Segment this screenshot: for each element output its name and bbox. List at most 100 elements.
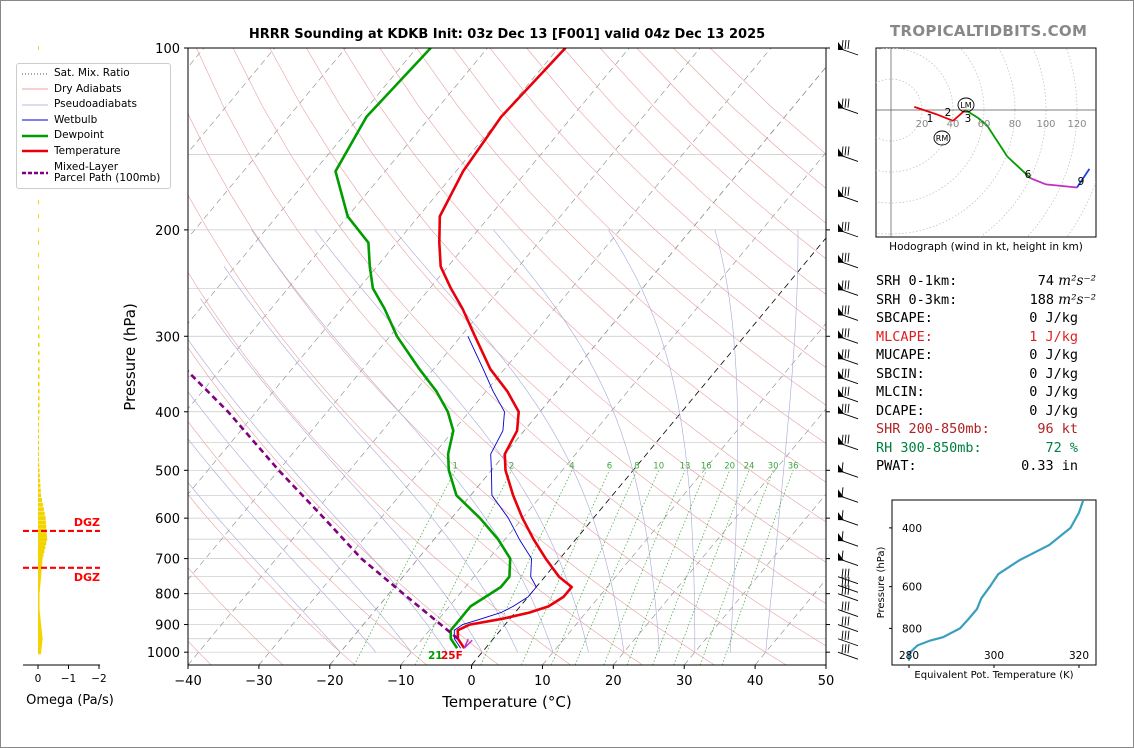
mix-ratio-label: 6 <box>607 461 612 471</box>
omega-bar <box>38 483 41 488</box>
hodograph-ring-label: 120 <box>1067 119 1086 130</box>
index-row: PWAT: 0.33 in <box>876 457 1096 476</box>
dry-adiabat <box>196 48 787 665</box>
omega-bar <box>38 351 40 356</box>
isotherm-line <box>542 322 826 665</box>
omega-bar <box>38 416 40 421</box>
index-row: DCAPE: 0 J/kg <box>876 402 1096 421</box>
legend-item: Mixed-Layer Parcel Path (100mb) <box>17 159 170 186</box>
wind-barb-flag <box>838 436 844 445</box>
isotherm-line <box>188 48 630 581</box>
index-row: SHR 200-850mb: 96 kt <box>876 420 1096 439</box>
moist-adiabat <box>765 229 799 653</box>
index-row: MUCAPE: 0 J/kg <box>876 346 1096 365</box>
wind-barb-tick <box>841 630 844 640</box>
omega-bar <box>38 316 39 321</box>
omega-bar <box>38 473 40 478</box>
hodograph-segment <box>937 113 954 122</box>
omega-bar <box>38 498 42 503</box>
legend-label: Temperature <box>54 144 121 157</box>
legend-swatch <box>22 119 48 121</box>
mix-ratio-label: 30 <box>768 461 779 471</box>
hodograph-ring-label: 80 <box>1009 119 1022 130</box>
omega-bar <box>38 541 47 546</box>
wind-barb-tick <box>841 39 844 50</box>
theta-y-tick-label: 600 <box>902 582 922 594</box>
wind-barb-tick <box>847 221 850 231</box>
omega-bar <box>38 493 42 498</box>
omega-bar <box>38 552 44 557</box>
y-tick-label: 700 <box>155 553 180 568</box>
wind-barb-tick <box>847 328 850 338</box>
wind-barb-tick <box>844 616 847 626</box>
wind-barb-tick <box>844 568 847 578</box>
omega-bar <box>38 382 40 387</box>
mix-ratio-line <box>603 470 686 665</box>
mix-ratio-line <box>626 470 707 665</box>
mix-ratio-line <box>550 470 638 665</box>
omega-bar <box>38 574 42 579</box>
omega-bar <box>38 227 39 232</box>
omega-bar <box>38 422 39 427</box>
dry-adiabat <box>526 48 826 332</box>
omega-bar <box>38 567 42 572</box>
dry-adiabat <box>188 567 284 665</box>
hodograph-frame <box>875 47 1097 238</box>
index-label: RH 300-850mb: <box>876 439 982 456</box>
wind-barb-flag <box>838 489 844 498</box>
omega-bar <box>38 628 42 633</box>
dry-adiabat <box>379 48 826 483</box>
omega-tick-label: −2 <box>91 673 106 685</box>
wind-barb-tick <box>847 39 850 50</box>
omega-bar <box>38 342 40 347</box>
dry-adiabat <box>188 194 643 665</box>
mix-ratio-label: 2 <box>509 461 514 471</box>
index-value: 96 kt <box>1037 420 1096 439</box>
moist-adiabat <box>188 438 377 653</box>
x-tick-label: −40 <box>174 674 201 689</box>
wind-barb-tick <box>844 252 847 262</box>
mix-ratio-label: 24 <box>744 461 755 471</box>
index-value: 0 J/kg <box>1029 346 1096 365</box>
legend-item: Temperature <box>17 144 170 160</box>
omega-bar <box>38 516 46 521</box>
omega-bar <box>38 434 39 439</box>
hodograph-segment <box>986 125 1009 157</box>
mix-ratio-label: 16 <box>701 461 712 471</box>
omega-bar <box>38 524 47 529</box>
hodograph-height-label: 1 <box>927 113 934 125</box>
index-row: SRH 0-3km: 188 m²s⁻² <box>876 291 1096 310</box>
index-label: SRH 0-3km: <box>876 291 958 308</box>
index-unit: m²s⁻² <box>1054 291 1096 308</box>
omega-bar <box>38 598 40 603</box>
omega-bar <box>38 560 43 565</box>
isotherm-line <box>471 237 826 665</box>
wind-barb-tick <box>841 577 844 587</box>
wind-barb-tick <box>841 601 844 611</box>
index-row: RH 300-850mb: 72 % <box>876 439 1096 458</box>
omega-bar <box>38 563 42 568</box>
x-tick-label: 50 <box>818 674 835 689</box>
wind-barb-tick <box>841 434 844 444</box>
dry-adiabat <box>342 48 826 523</box>
omega-bar <box>38 591 40 596</box>
mix-ratio-label: 13 <box>680 461 691 471</box>
omega-bar <box>38 511 45 516</box>
dewpoint-line <box>334 48 512 649</box>
wind-barb-tick <box>841 487 844 497</box>
wind-barb-tick <box>841 510 844 520</box>
omega-bar <box>38 264 39 269</box>
index-number: 0 J/kg <box>1029 384 1078 400</box>
wind-barb-tick <box>841 462 844 472</box>
omega-bar <box>38 428 39 433</box>
wind-barb-tick <box>844 280 847 290</box>
mix-ratio-label: 8 <box>634 461 639 471</box>
omega-bar <box>38 581 41 586</box>
y-tick-label: 900 <box>155 619 180 634</box>
omega-bar <box>38 537 48 542</box>
theta-x-tick-label: 300 <box>984 650 1004 662</box>
index-number: 72 % <box>1045 439 1078 456</box>
omega-bar <box>38 306 39 311</box>
wind-barb-tick <box>841 568 844 578</box>
legend-item: Sat. Mix. Ratio <box>17 66 170 82</box>
